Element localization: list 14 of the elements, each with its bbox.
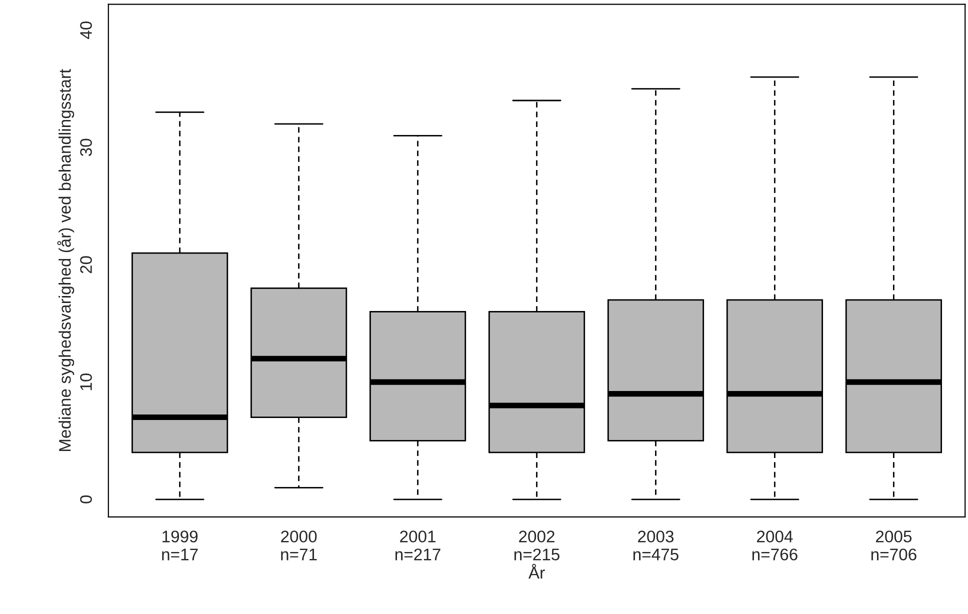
- x-axis-title: År: [528, 564, 545, 579]
- x-tick-label: 1999 n=17: [162, 530, 198, 560]
- y-tick-label: 20: [80, 256, 92, 274]
- x-tick-label: 2004 n=766: [752, 530, 798, 560]
- x-tick-label: 2002 n=215: [514, 530, 560, 560]
- y-tick-label: 0: [80, 495, 92, 504]
- y-tick-label: 30: [80, 138, 92, 156]
- x-tick-label: 2005 n=706: [871, 530, 916, 560]
- x-tick-label: 2003 n=475: [633, 530, 678, 560]
- y-tick-label: 40: [80, 21, 92, 39]
- y-tick-label: 10: [80, 373, 92, 390]
- y-axis-title: Mediane syghedsvarighed (år) ved behandlingsstart: [57, 68, 74, 452]
- x-tick-label: 2000 n=71: [281, 530, 317, 560]
- x-tick-label: 2001 n=217: [395, 530, 440, 560]
